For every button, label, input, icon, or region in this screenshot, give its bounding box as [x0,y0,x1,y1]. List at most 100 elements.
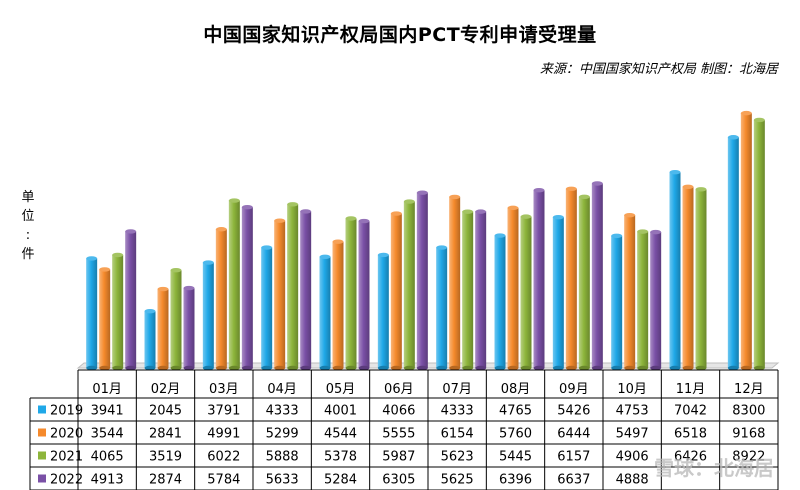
bar-2022-08月 [533,190,545,368]
legend-key-2020 [38,428,46,437]
y-axis-label-char: 件 [21,247,35,262]
bar-2021-10月 [637,231,649,368]
bar-2022-04月 [300,211,312,368]
bar-top-cap [287,202,299,207]
bar-2020-02月 [157,289,169,368]
bar-top-cap [99,267,111,272]
y-axis-label: 单 位 : 件 [18,188,38,264]
source-note: 来源：中国国家知识产权局 制图：北海居 [539,62,778,77]
legend-label: 2021 [50,450,83,465]
bar-top-cap [436,245,448,250]
bar-2020-03月 [215,229,227,368]
category-label: 10月 [617,382,647,397]
bar-2020-05月 [332,241,344,368]
bar-bottom-cap [475,365,487,371]
bar-bottom-cap [695,365,707,371]
bar-2022-01月 [125,231,137,368]
bar-top-cap [475,209,487,214]
bar-bottom-cap [319,365,331,371]
table-cell: 3791 [207,404,240,419]
table-cell: 6518 [674,427,707,442]
bar-2021-02月 [170,270,182,368]
table-cell: 4001 [324,404,357,419]
bar-top-cap [261,245,273,250]
table-cell: 6426 [674,450,707,465]
table-cell: 5987 [382,450,415,465]
bar-bottom-cap [274,365,286,371]
bar-2020-12月 [740,113,752,368]
bar-top-cap [403,199,415,204]
table-cell: 5284 [324,473,357,488]
bar-bottom-cap [261,365,273,371]
bar-bottom-cap [507,365,519,371]
bar-2021-05月 [345,218,357,368]
bar-bottom-cap [533,365,545,371]
table-cell: 5784 [207,473,240,488]
table-cell: 4333 [266,404,299,419]
table-cell: 5378 [324,450,357,465]
category-label: 07月 [442,382,472,397]
bar-top-cap [462,209,474,214]
bar-top-cap [157,286,169,292]
table-cell: 5445 [499,450,532,465]
bar-top-cap [533,187,545,193]
bar-top-cap [611,233,623,239]
table-cell: 4065 [91,450,124,465]
category-label: 12月 [734,382,764,397]
bar-top-cap [740,110,752,116]
bar-2020-08月 [507,207,519,368]
table-cell: 5426 [557,404,590,419]
chart-title: 中国国家知识产权局国内PCT专利申请受理量 [203,24,597,46]
bar-2020-11月 [682,186,694,368]
bar-2020-07月 [449,196,461,368]
table-cell: 6444 [557,427,590,442]
bar-bottom-cap [727,365,739,371]
bar-top-cap [170,267,182,273]
bar-2022-02月 [183,288,195,368]
bar-2020-04月 [274,220,286,368]
bar-top-cap [274,218,286,223]
bar-2022-10月 [650,232,662,368]
table-cell: 5623 [441,450,474,465]
bar-2019-01月 [86,258,98,368]
bar-top-cap [520,214,532,219]
bar-bottom-cap [345,365,357,371]
bar-2019-05月 [319,256,331,368]
bar-2021-11月 [695,189,707,368]
bar-bottom-cap [403,365,415,371]
bar-2022-09月 [591,183,603,368]
category-label: 05月 [326,382,356,397]
table-cell: 4765 [499,404,532,419]
table-cell: 4333 [441,404,474,419]
bar-bottom-cap [578,365,590,371]
bar-top-cap [552,214,564,220]
bar-2021-03月 [228,200,240,368]
bar-top-cap [650,229,662,235]
bar-bottom-cap [287,365,299,371]
category-label: 06月 [384,382,414,397]
table-cell: 6022 [207,450,240,465]
bar-top-cap [319,254,331,259]
bar-bottom-cap [552,365,564,371]
bar-bottom-cap [358,365,370,371]
bar-top-cap [624,212,636,218]
bar-2020-09月 [565,188,577,368]
bar-2020-10月 [624,215,636,368]
table-cell: 3544 [91,427,124,442]
bar-2020-06月 [390,213,402,368]
table-cell: 5888 [266,450,299,465]
bar-2021-09月 [578,196,590,368]
bar-top-cap [144,308,156,314]
bar-bottom-cap [300,365,312,371]
bar-top-cap [591,181,603,186]
bar-bottom-cap [86,365,98,371]
bar-bottom-cap [215,365,227,371]
bar-top-cap [695,187,707,192]
bar-top-cap [358,218,370,224]
y-axis-label-char: : [25,228,31,243]
bar-bottom-cap [611,365,623,371]
legend-label: 2020 [50,427,83,442]
bar-bottom-cap [669,365,681,371]
bar-2021-01月 [112,254,124,368]
